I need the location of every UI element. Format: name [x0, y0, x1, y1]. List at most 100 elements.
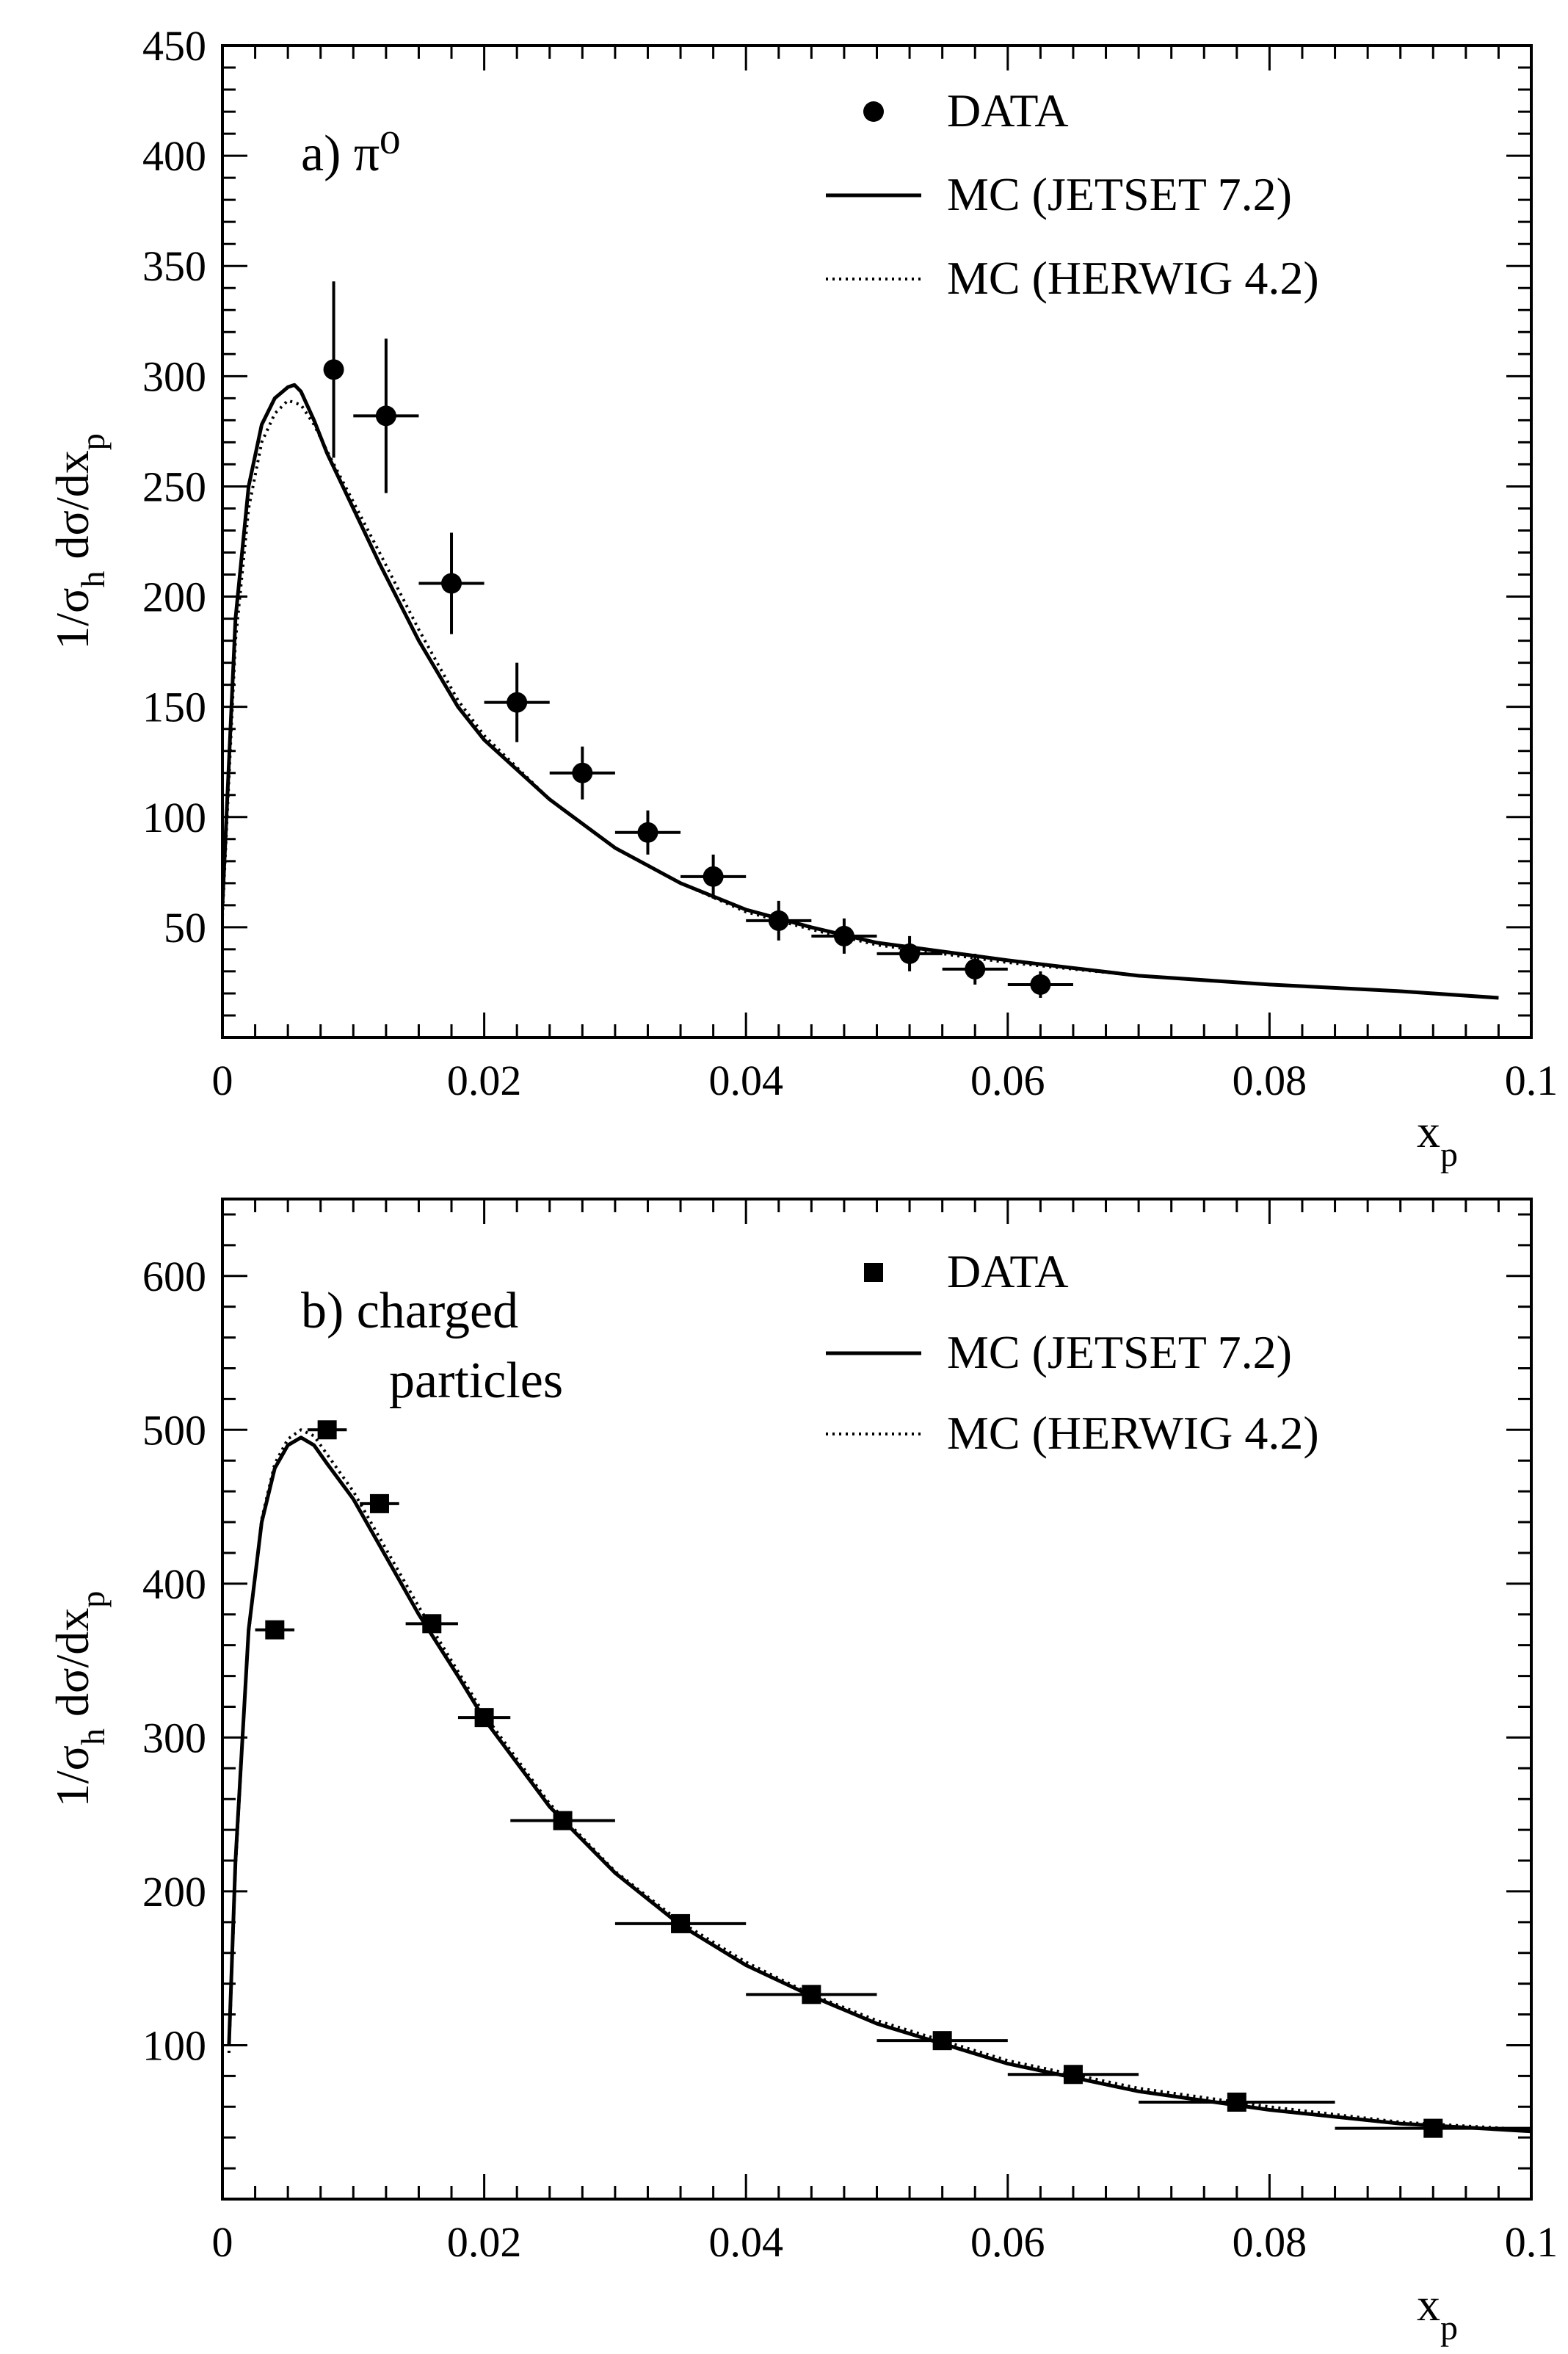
y-tick-label: 400 [142, 1560, 206, 1608]
data-marker-circle [965, 958, 986, 979]
data-point [307, 1420, 347, 1440]
panel-label: a) π⁰ [301, 126, 400, 182]
panel-label-text: a) π⁰ [301, 126, 400, 182]
y-tick-label: 450 [142, 22, 206, 70]
legend-label: DATA [947, 84, 1069, 137]
x-axis-label-main: x [1417, 1105, 1440, 1157]
y-tick-label: 100 [142, 794, 206, 841]
herwig-curve [227, 1428, 1531, 2132]
data-marker-square [553, 1811, 573, 1830]
data-marker-square [422, 1614, 442, 1634]
y-axis-label: 1/σh dσ/dxp [46, 433, 112, 650]
data-point [1007, 971, 1073, 998]
data-point [876, 935, 943, 971]
legend-label: MC (JETSET 7.2) [947, 168, 1292, 220]
y-axis-label-part: dσ/dx [46, 1608, 98, 1728]
y-tick-label: 300 [142, 1714, 206, 1761]
data-point [457, 1708, 511, 1728]
x-tick-label: 0.04 [708, 2218, 783, 2266]
panel-label-line1: b) charged [301, 1283, 518, 1339]
data-marker-square [1423, 2118, 1443, 2138]
data-point [549, 746, 615, 800]
jetset-curve [227, 1435, 1531, 2134]
y-axis-label-part: 1/σ [46, 1745, 98, 1807]
data-marker-circle [507, 692, 528, 713]
data-marker-circle [703, 866, 724, 887]
x-tick-label: 0.02 [447, 2218, 522, 2266]
plot-frame [221, 1198, 1533, 2201]
x-tick-label: 0.06 [970, 1057, 1045, 1104]
legend-marker-square [864, 1263, 883, 1282]
y-tick-label: 200 [142, 573, 206, 621]
y-tick-label: 600 [142, 1253, 206, 1300]
x-tick-label: 0 [212, 1057, 233, 1104]
data-marker-circle [323, 359, 344, 380]
data-marker-circle [899, 943, 921, 964]
data-point [360, 1493, 399, 1513]
y-tick-label: 50 [164, 904, 206, 952]
x-axis-label-sub: p [1440, 2308, 1458, 2347]
x-axis-label-main: x [1417, 2278, 1440, 2331]
data-marker-circle [375, 405, 396, 427]
data-point [418, 532, 484, 634]
data-marker-square [317, 1420, 337, 1440]
y-tick-label: 200 [142, 1868, 206, 1916]
jetset-curve [222, 383, 1499, 1000]
x-tick-label: 0.1 [1505, 1057, 1558, 1104]
y-tick-label: 400 [142, 132, 206, 180]
data-point [614, 810, 681, 855]
data-point [323, 281, 344, 458]
y-axis-label-sub: p [74, 1591, 112, 1608]
data-point [510, 1811, 615, 1830]
x-tick-label: 0.02 [447, 1057, 522, 1104]
panel-b-charged-particles: 0 0.02 0.04 0.06 0.08 0.1100200300400500600xp… [46, 1198, 1558, 2347]
data-point [876, 2031, 1008, 2051]
data-point [614, 1913, 747, 1933]
data-marker-square [369, 1493, 389, 1513]
y-tick-label: 500 [142, 1406, 206, 1454]
data-point [746, 900, 812, 941]
data-point [484, 662, 550, 742]
legend-marker-circle [863, 101, 884, 122]
data-marker-circle [1030, 974, 1051, 995]
data-point [811, 918, 877, 954]
y-axis-label: 1/σh dσ/dxp [46, 1591, 112, 1808]
y-axis-label-sub: p [74, 433, 112, 450]
y-tick-label: 300 [142, 352, 206, 400]
x-tick-label: 0.08 [1233, 2218, 1307, 2266]
data-point [1139, 2092, 1335, 2112]
data-point [353, 338, 419, 493]
x-axis-label: xp [1417, 1105, 1458, 1174]
data-marker-square [1063, 2065, 1083, 2085]
legend-label: MC (HERWIG 4.2) [947, 252, 1319, 304]
x-tick-label: 0.1 [1505, 2218, 1558, 2266]
legend-label: DATA [947, 1245, 1069, 1297]
y-axis-label-part: dσ/dx [46, 450, 98, 571]
y-tick-label: 100 [142, 2021, 206, 2069]
y-tick-label: 250 [142, 463, 206, 510]
x-axis-label: xp [1417, 2278, 1458, 2347]
panel-label-line2: particles [389, 1352, 563, 1409]
data-marker-square [265, 1620, 285, 1640]
y-axis-label-sub: h [74, 1728, 112, 1745]
x-tick-label: 0 [212, 2218, 233, 2266]
data-point [255, 1620, 295, 1640]
data-point [942, 953, 1008, 985]
data-point [1335, 2118, 1531, 2138]
x-tick-label: 0.06 [970, 2218, 1045, 2266]
data-marker-square [1227, 2092, 1246, 2112]
data-point [1007, 2065, 1139, 2085]
data-point [405, 1614, 458, 1634]
herwig-curve [222, 399, 1499, 999]
data-marker-square [474, 1708, 494, 1728]
data-marker-circle [768, 910, 789, 931]
legend-label: MC (HERWIG 4.2) [947, 1407, 1319, 1459]
panel-a-pi0: 0 0.02 0.04 0.06 0.08 0.1 50 100 150 200 250 300 350… [46, 22, 1558, 1174]
data-point [680, 854, 747, 899]
x-tick-label: 0.04 [708, 1057, 783, 1104]
x-tick-label: 0.08 [1233, 1057, 1307, 1104]
data-marker-circle [572, 762, 593, 783]
y-axis-label-sub: h [74, 571, 112, 588]
y-tick-label: 150 [142, 684, 206, 731]
